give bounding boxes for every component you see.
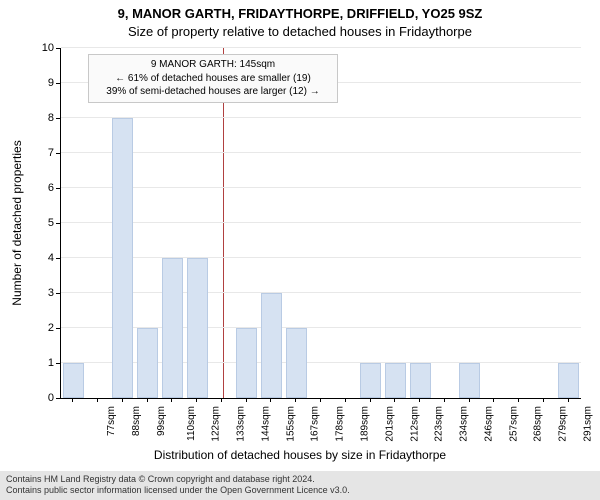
gridline: [61, 257, 581, 258]
y-tick-label: 1: [34, 357, 54, 369]
x-tick-mark: [568, 398, 569, 402]
x-tick-mark: [270, 398, 271, 402]
y-tick-mark: [56, 363, 60, 364]
histogram-bar: [187, 258, 208, 398]
gridline: [61, 117, 581, 118]
y-tick-label: 8: [34, 112, 54, 124]
y-tick-mark: [56, 223, 60, 224]
x-tick-mark: [122, 398, 123, 402]
x-tick-label: 88sqm: [131, 406, 142, 436]
annotation-line3: 39% of semi-detached houses are larger (…: [95, 85, 331, 99]
x-tick-mark: [518, 398, 519, 402]
footer-line1: Contains HM Land Registry data © Crown c…: [6, 474, 594, 486]
histogram-bar: [63, 363, 84, 398]
x-tick-mark: [444, 398, 445, 402]
gridline: [61, 47, 581, 48]
x-tick-label: 291sqm: [582, 406, 593, 442]
x-tick-mark: [246, 398, 247, 402]
histogram-bar: [385, 363, 406, 398]
x-tick-mark: [171, 398, 172, 402]
y-tick-label: 0: [34, 392, 54, 404]
y-tick-mark: [56, 398, 60, 399]
histogram-bar: [558, 363, 579, 398]
y-tick-mark: [56, 293, 60, 294]
y-tick-label: 10: [34, 42, 54, 54]
y-tick-mark: [56, 118, 60, 119]
x-tick-label: 167sqm: [310, 406, 321, 442]
x-tick-label: 144sqm: [261, 406, 272, 442]
x-tick-label: 279sqm: [558, 406, 569, 442]
y-tick-label: 6: [34, 182, 54, 194]
x-tick-mark: [543, 398, 544, 402]
histogram-bar: [410, 363, 431, 398]
x-tick-label: 99sqm: [156, 406, 167, 436]
chart-title-address: 9, MANOR GARTH, FRIDAYTHORPE, DRIFFIELD,…: [0, 6, 600, 21]
gridline: [61, 152, 581, 153]
x-tick-label: 201sqm: [384, 406, 395, 442]
y-tick-label: 2: [34, 322, 54, 334]
x-tick-mark: [295, 398, 296, 402]
x-axis-label: Distribution of detached houses by size …: [0, 448, 600, 462]
y-tick-label: 9: [34, 77, 54, 89]
x-tick-label: 155sqm: [285, 406, 296, 442]
y-tick-mark: [56, 48, 60, 49]
y-tick-label: 5: [34, 217, 54, 229]
x-tick-label: 234sqm: [459, 406, 470, 442]
annotation-box: 9 MANOR GARTH: 145sqm ← 61% of detached …: [88, 54, 338, 103]
x-tick-label: 257sqm: [508, 406, 519, 442]
x-tick-mark: [221, 398, 222, 402]
footer: Contains HM Land Registry data © Crown c…: [0, 471, 600, 500]
x-tick-label: 133sqm: [236, 406, 247, 442]
y-axis-label: Number of detached properties: [10, 140, 24, 305]
x-tick-label: 122sqm: [211, 406, 222, 442]
x-tick-mark: [493, 398, 494, 402]
x-tick-label: 189sqm: [360, 406, 371, 442]
x-tick-label: 268sqm: [533, 406, 544, 442]
histogram-bar: [360, 363, 381, 398]
y-tick-mark: [56, 188, 60, 189]
footer-line2: Contains public sector information licen…: [6, 485, 594, 497]
gridline: [61, 222, 581, 223]
y-tick-mark: [56, 258, 60, 259]
x-tick-label: 77sqm: [106, 406, 117, 436]
x-tick-mark: [370, 398, 371, 402]
x-tick-mark: [196, 398, 197, 402]
x-tick-label: 246sqm: [483, 406, 494, 442]
x-tick-mark: [419, 398, 420, 402]
y-tick-mark: [56, 153, 60, 154]
histogram-bar: [261, 293, 282, 398]
y-tick-mark: [56, 83, 60, 84]
histogram-bar: [112, 118, 133, 398]
y-tick-label: 4: [34, 252, 54, 264]
histogram-bar: [459, 363, 480, 398]
x-tick-mark: [72, 398, 73, 402]
x-tick-mark: [147, 398, 148, 402]
x-tick-mark: [320, 398, 321, 402]
x-tick-label: 212sqm: [409, 406, 420, 442]
y-tick-label: 7: [34, 147, 54, 159]
x-tick-mark: [394, 398, 395, 402]
histogram-bar: [286, 328, 307, 398]
gridline: [61, 187, 581, 188]
x-tick-mark: [469, 398, 470, 402]
chart-container: 9, MANOR GARTH, FRIDAYTHORPE, DRIFFIELD,…: [0, 0, 600, 500]
x-tick-mark: [97, 398, 98, 402]
histogram-bar: [162, 258, 183, 398]
x-tick-label: 178sqm: [335, 406, 346, 442]
x-tick-mark: [345, 398, 346, 402]
chart-subtitle: Size of property relative to detached ho…: [0, 24, 600, 39]
gridline: [61, 292, 581, 293]
annotation-line2: ← 61% of detached houses are smaller (19…: [95, 72, 331, 86]
histogram-bar: [137, 328, 158, 398]
y-tick-mark: [56, 328, 60, 329]
annotation-line1: 9 MANOR GARTH: 145sqm: [95, 58, 331, 72]
histogram-bar: [236, 328, 257, 398]
x-tick-label: 223sqm: [434, 406, 445, 442]
x-tick-label: 110sqm: [186, 406, 197, 441]
y-tick-label: 3: [34, 287, 54, 299]
